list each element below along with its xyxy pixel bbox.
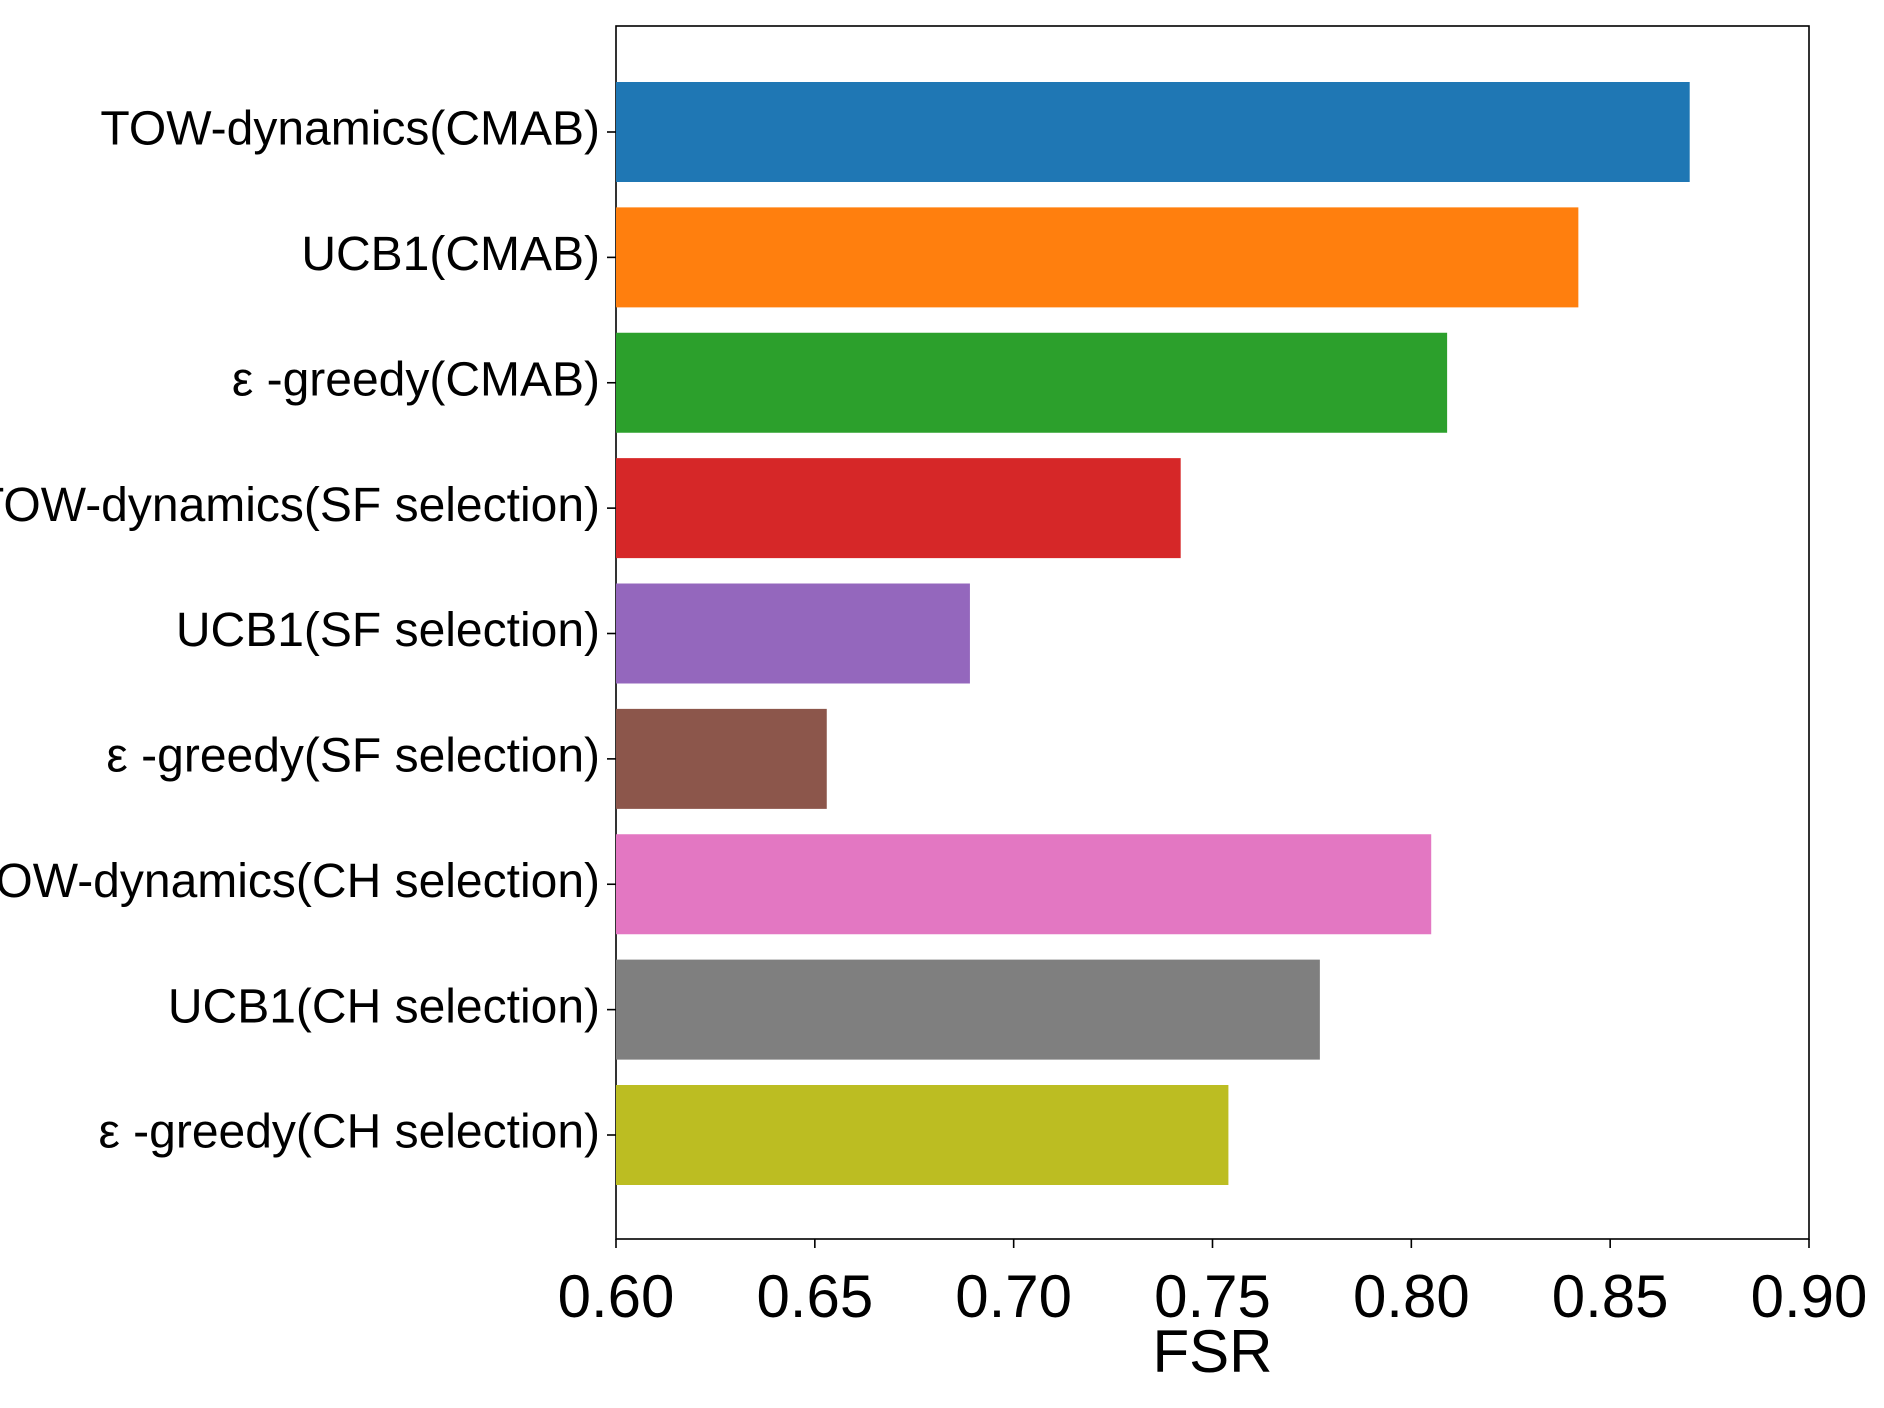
x-tick-label: 0.80	[1353, 1263, 1470, 1330]
x-tick-label: 0.70	[955, 1263, 1072, 1330]
x-tick-label: 0.65	[756, 1263, 873, 1330]
category-label: UCB1(SF selection)	[176, 604, 600, 657]
x-tick-label: 0.60	[558, 1263, 675, 1330]
bar-tow-dynamics-sf-selection	[616, 458, 1181, 559]
x-axis-ticks-group: 0.60 0.65 0.70 0.75 0.80 0.85 0.90	[558, 1239, 1868, 1330]
category-label: TOW-dynamics(CH selection)	[0, 855, 600, 908]
bar-greedy-sf-selection	[616, 708, 827, 809]
x-tick-label: 0.90	[1751, 1263, 1868, 1330]
bar-ucb1-cmab	[616, 207, 1579, 308]
category-labels-group: TOW-dynamics(CMAB) UCB1(CMAB) ε -greedy(CM…	[0, 103, 616, 1159]
bar-ucb1-ch-selection	[616, 959, 1320, 1060]
x-tick-label: 0.75	[1154, 1263, 1271, 1330]
category-label: ε -greedy(SF selection)	[106, 730, 600, 783]
category-label: TOW-dynamics(SF selection)	[0, 479, 600, 532]
bar-ucb1-sf-selection	[616, 583, 970, 684]
x-tick-label: 0.85	[1552, 1263, 1669, 1330]
bars-group	[616, 82, 1690, 1185]
bar-greedy-cmab	[616, 332, 1448, 433]
category-label: TOW-dynamics(CMAB)	[100, 103, 600, 156]
bar-greedy-ch-selection	[616, 1085, 1229, 1185]
x-axis-title: FSR	[1153, 1318, 1273, 1385]
category-label: UCB1(CH selection)	[168, 980, 600, 1033]
category-label: UCB1(CMAB)	[301, 228, 600, 281]
bar-tow-dynamics-cmab	[616, 82, 1690, 182]
bar-tow-dynamics-ch-selection	[616, 834, 1432, 935]
category-label: ε -greedy(CH selection)	[98, 1106, 600, 1159]
category-label: ε -greedy(CMAB)	[232, 353, 600, 406]
